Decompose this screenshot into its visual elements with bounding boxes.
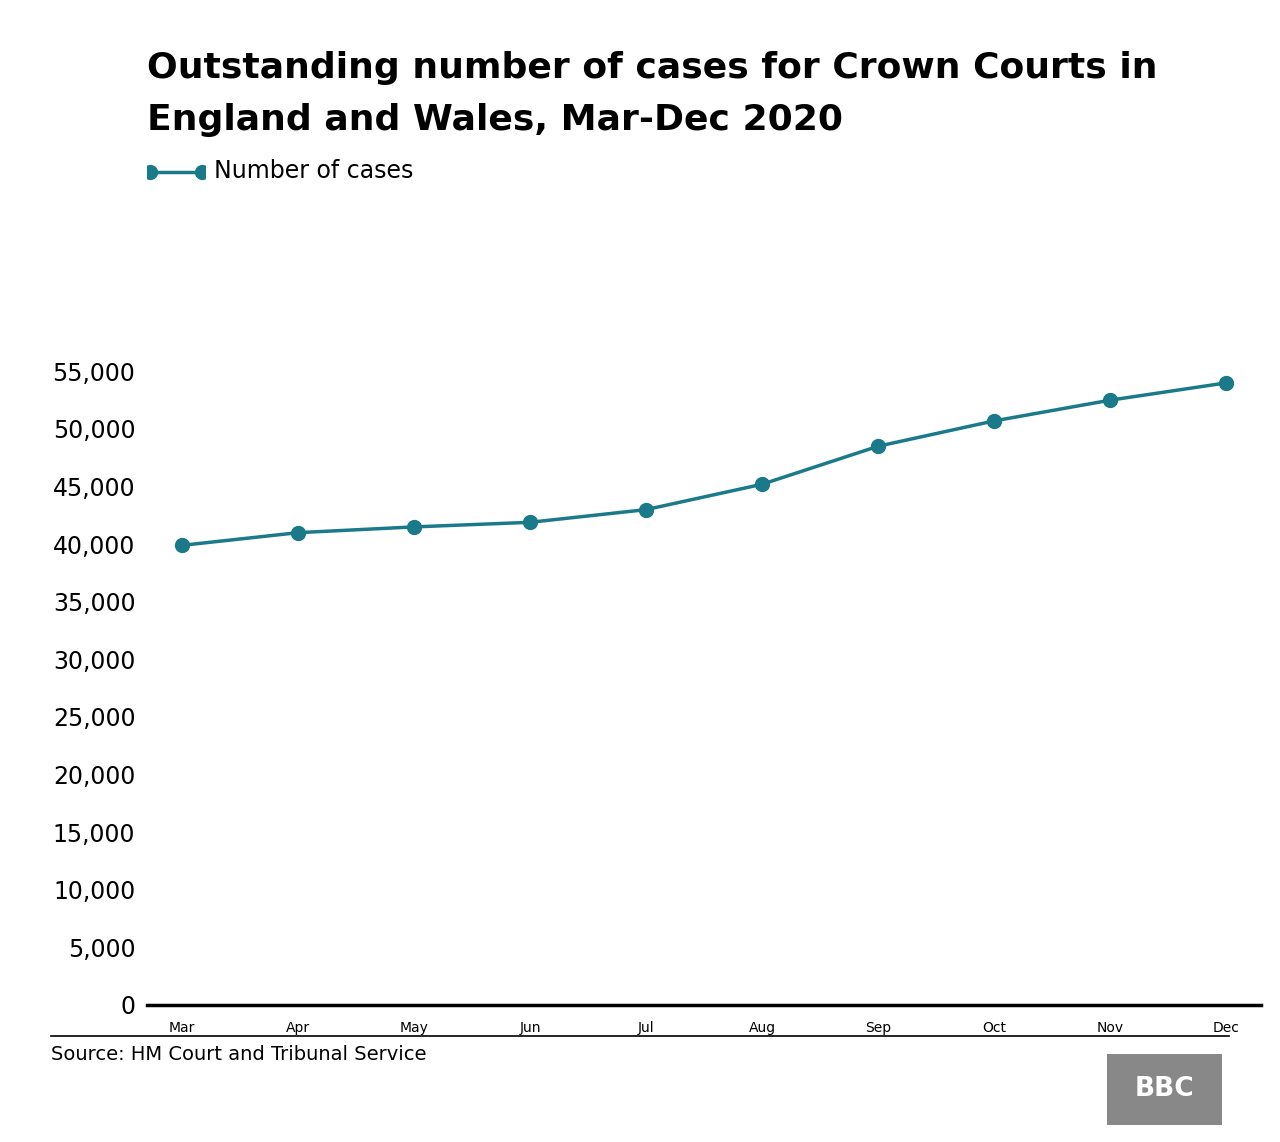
- Text: Outstanding number of cases for Crown Courts in: Outstanding number of cases for Crown Co…: [147, 51, 1157, 86]
- Text: Number of cases: Number of cases: [214, 159, 413, 184]
- Text: BBC: BBC: [1135, 1077, 1194, 1102]
- Text: Source: HM Court and Tribunal Service: Source: HM Court and Tribunal Service: [51, 1045, 426, 1064]
- Text: England and Wales, Mar-Dec 2020: England and Wales, Mar-Dec 2020: [147, 103, 844, 137]
